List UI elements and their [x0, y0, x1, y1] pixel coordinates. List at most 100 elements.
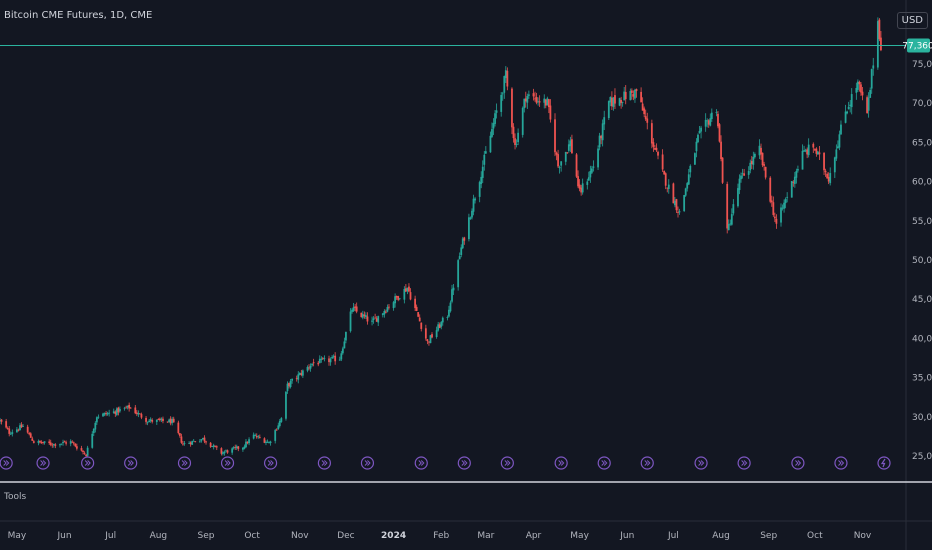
candle-body: [404, 288, 407, 292]
event-marker-icon[interactable]: [554, 456, 568, 470]
candle-body: [609, 96, 612, 103]
x-tick-label: Jun: [619, 531, 634, 541]
candle-body: [226, 450, 229, 453]
candle-body: [664, 173, 667, 186]
candle-body: [265, 441, 267, 443]
candle-body: [858, 81, 861, 85]
candle-body: [740, 175, 742, 180]
candle-body: [607, 101, 610, 119]
candle-body: [349, 311, 352, 332]
event-marker-icon[interactable]: [640, 456, 654, 470]
candle-body: [300, 373, 303, 375]
candle-body: [86, 447, 89, 456]
candle-body: [654, 148, 656, 150]
candle-body: [827, 176, 830, 182]
candle-body: [727, 224, 730, 231]
candle-body: [511, 88, 513, 128]
event-marker-icon[interactable]: [457, 456, 471, 470]
candle-body: [773, 216, 776, 219]
currency-button[interactable]: USD: [896, 12, 928, 29]
event-marker-icon[interactable]: [81, 456, 95, 470]
candle-body: [151, 420, 154, 422]
candle-body: [709, 118, 712, 126]
candle-body: [269, 441, 272, 443]
candle-body: [414, 298, 417, 309]
candle-body: [365, 315, 367, 317]
candle-body: [836, 146, 839, 149]
candle-body: [328, 358, 330, 363]
candle-body: [793, 176, 796, 184]
candle-body: [815, 148, 818, 154]
event-marker-icon[interactable]: [834, 456, 848, 470]
y-tick-label: 65,000: [912, 138, 932, 148]
candle-body: [60, 443, 63, 445]
candle-body: [867, 97, 870, 111]
candle-body: [16, 429, 18, 433]
candle-body: [268, 442, 270, 444]
x-tick-label: Sep: [198, 531, 215, 541]
candle-body: [72, 442, 75, 444]
event-marker-icon[interactable]: [317, 456, 331, 470]
candle-body: [706, 120, 709, 122]
candle-body: [694, 153, 696, 165]
x-tick-label: Aug: [712, 531, 730, 541]
candle-body: [297, 374, 300, 380]
candle-body: [40, 442, 43, 444]
candle-body: [635, 89, 638, 92]
candle-body: [258, 437, 261, 439]
candle-body: [797, 169, 799, 171]
event-marker-icon[interactable]: [220, 456, 235, 470]
candle-body: [478, 182, 481, 197]
event-marker-icon[interactable]: [0, 456, 13, 470]
event-marker-icon[interactable]: [263, 456, 278, 470]
candle-body: [761, 152, 764, 166]
candle-body: [209, 442, 212, 447]
candle-body: [329, 359, 332, 363]
candle-body: [612, 97, 615, 107]
candle-body: [652, 142, 655, 147]
time-axis: May Jun Jul Aug Sep Oct Nov Dec 2024 Feb Mar Apr May…: [8, 531, 872, 541]
candle-body: [876, 21, 879, 68]
candle-body: [375, 318, 378, 322]
candle-body: [829, 173, 832, 184]
event-marker-icon[interactable]: [694, 456, 708, 470]
candle-body: [526, 96, 529, 103]
candle-body: [451, 289, 453, 302]
candle-body: [429, 335, 432, 344]
candle-body: [524, 98, 527, 102]
candle-body: [145, 417, 147, 422]
candle-body: [650, 123, 653, 144]
candle-body: [309, 365, 312, 369]
candle-body: [105, 413, 107, 415]
event-marker-icon[interactable]: [737, 456, 751, 470]
event-marker-icon[interactable]: [791, 456, 805, 470]
candle-body: [232, 447, 235, 449]
candle-body: [618, 98, 621, 106]
event-marker-icon[interactable]: [877, 456, 891, 470]
candle-body: [278, 420, 281, 427]
event-marker-icon[interactable]: [124, 456, 138, 470]
candle-body: [600, 135, 603, 139]
candle-body: [334, 355, 337, 362]
candle-body: [51, 444, 54, 446]
candle-body: [675, 199, 678, 211]
event-marker-icon[interactable]: [597, 456, 611, 470]
event-marker-icon[interactable]: [36, 456, 50, 470]
event-marker-icon[interactable]: [500, 456, 514, 470]
candle-body: [500, 94, 503, 112]
y-tick-label: 55,000: [912, 217, 932, 227]
event-marker-icon[interactable]: [360, 456, 375, 470]
candle-body: [860, 84, 862, 93]
candle-body: [39, 440, 41, 443]
event-marker-icon[interactable]: [177, 456, 192, 470]
candle-body: [521, 107, 524, 135]
x-tick-label: 2024: [381, 531, 406, 541]
candle-body: [235, 446, 238, 449]
event-marker-icon[interactable]: [414, 456, 428, 470]
candle-body: [503, 76, 506, 93]
candle-body: [291, 379, 294, 381]
candle-body: [471, 210, 473, 218]
candle-body: [684, 188, 687, 196]
